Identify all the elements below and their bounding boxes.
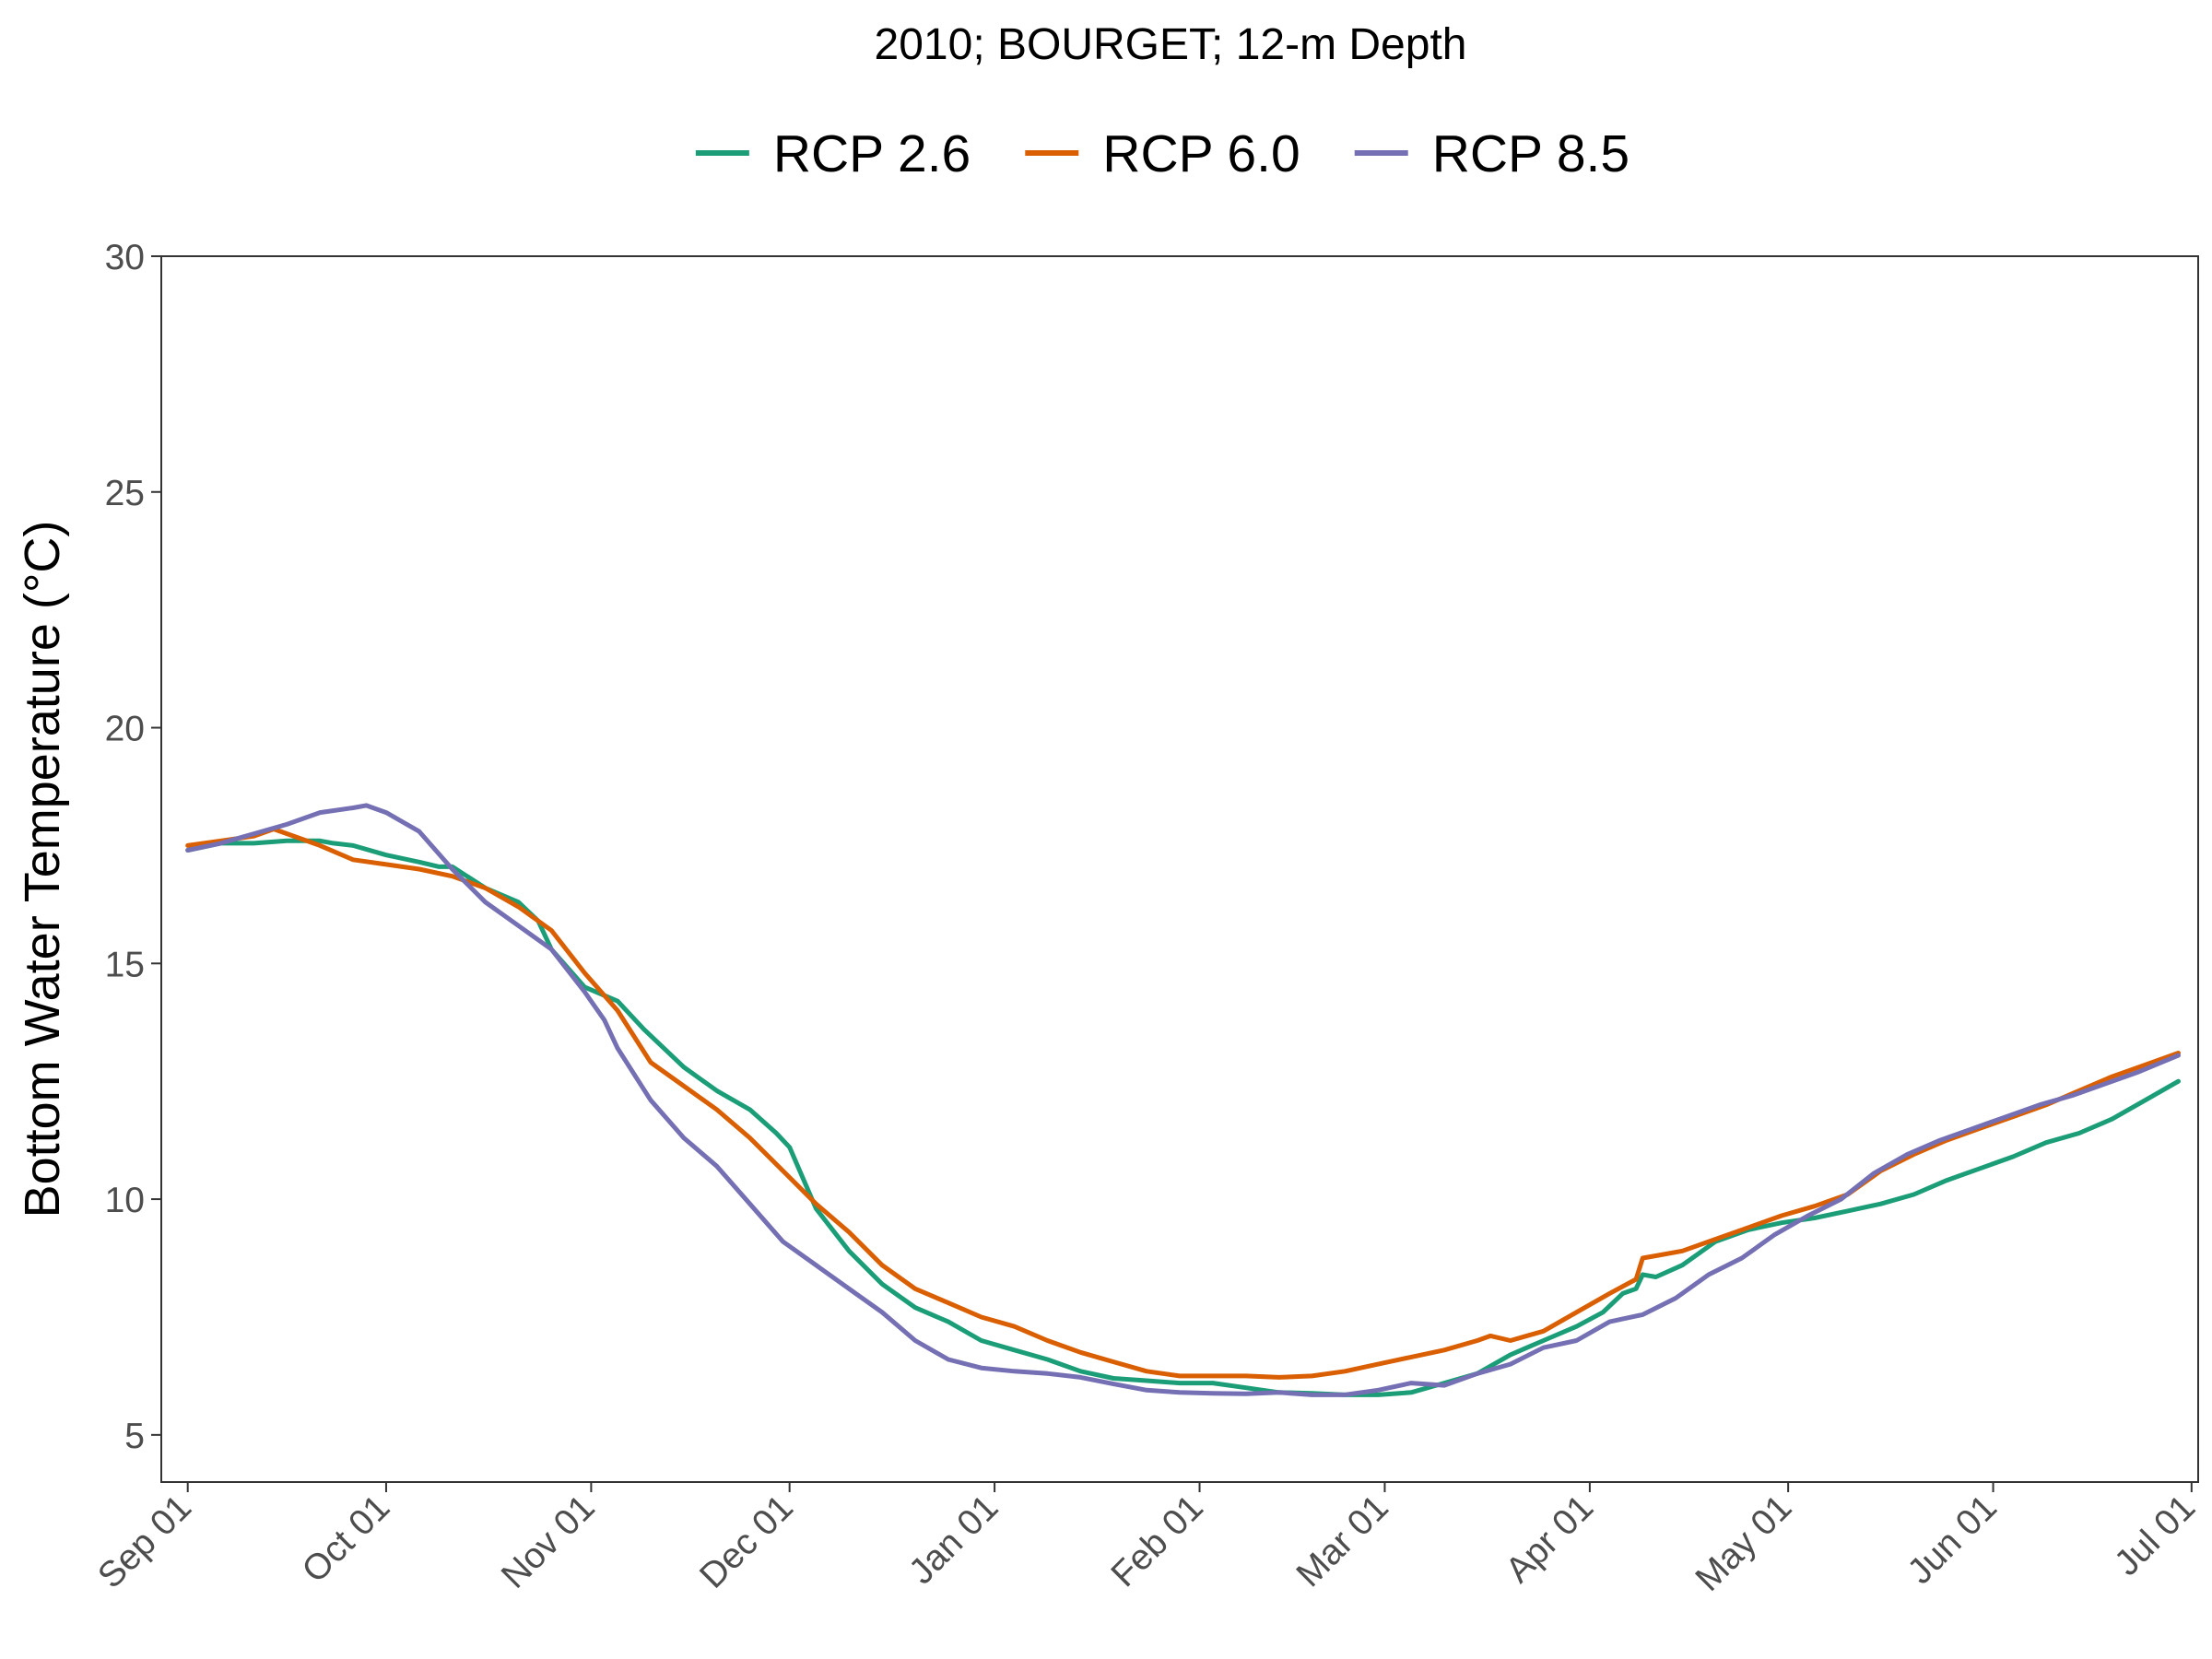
x-tick-label: Jun 01	[1900, 1488, 2005, 1592]
y-tick-label: 10	[105, 1181, 145, 1220]
series-line-rcp-8-5	[185, 803, 2181, 1397]
y-tick-label: 5	[124, 1417, 145, 1456]
y-tick-label: 30	[105, 238, 145, 277]
series-layer	[185, 803, 2181, 1397]
x-tick-label: May 01	[1688, 1488, 1800, 1599]
x-tick-label: Mar 01	[1289, 1488, 1396, 1594]
legend-item: RCP 8.5	[1354, 124, 1630, 183]
x-axis: Sep 01 Oct 01 Nov 01 Dec 01 Jan 01 Feb 01 Mar …	[90, 1482, 2203, 1599]
y-axis-label: Bottom Water Temperature (°C)	[15, 521, 70, 1218]
legend-label: RCP 8.5	[1432, 124, 1630, 183]
legend-label: RCP 2.6	[773, 124, 971, 183]
legend-item: RCP 6.0	[1025, 124, 1300, 183]
y-tick-label: 25	[105, 474, 145, 513]
y-axis: 5 10 15 20 25 30	[105, 238, 161, 1456]
plot-panel	[160, 255, 2199, 1483]
legend: RCP 2.6 RCP 6.0 RCP 8.5	[695, 124, 1630, 183]
legend-item: RCP 2.6	[695, 124, 971, 183]
legend-label: RCP 6.0	[1102, 124, 1300, 183]
y-tick-label: 15	[105, 945, 145, 984]
y-tick-label: 20	[105, 710, 145, 749]
x-tick-label: Nov 01	[494, 1488, 603, 1596]
x-tick-label: Feb 01	[1104, 1488, 1211, 1594]
x-tick-label: Apr 01	[1499, 1488, 1602, 1591]
chart-title: 2010; BOURGET; 12-m Depth	[875, 20, 1467, 69]
x-tick-label: Oct 01	[295, 1488, 398, 1591]
x-tick-label: Sep 01	[90, 1488, 199, 1596]
x-tick-label: Dec 01	[692, 1488, 801, 1596]
x-tick-label: Jan 01	[901, 1488, 1006, 1592]
x-tick-label: Jul 01	[2107, 1488, 2203, 1583]
series-line-rcp-6-0	[185, 827, 2181, 1380]
